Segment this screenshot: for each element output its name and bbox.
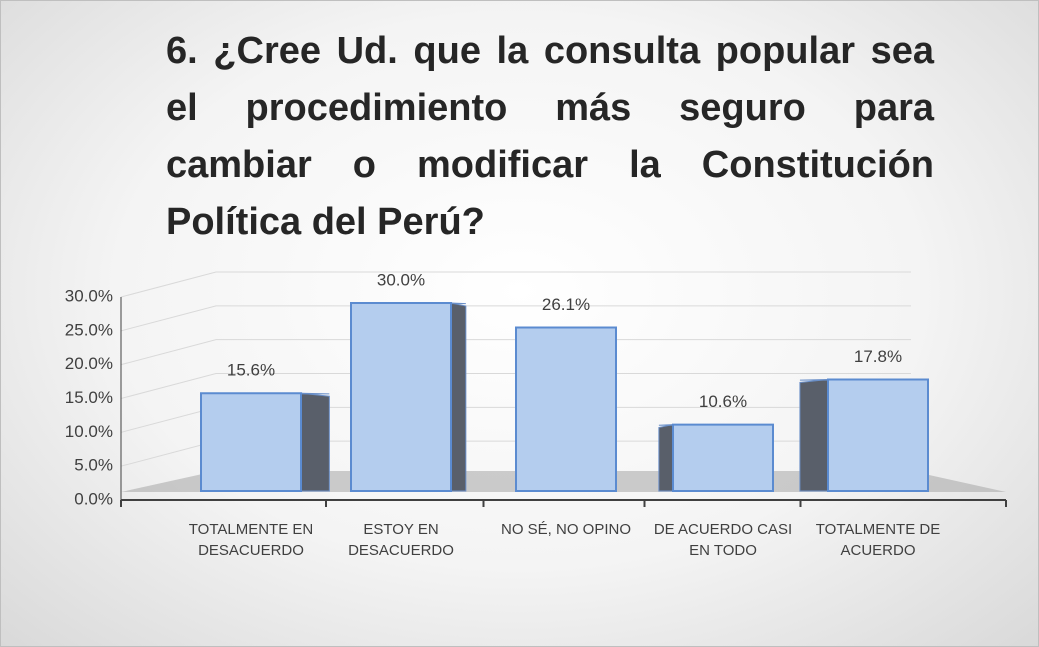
bar [658, 423, 774, 492]
y-tick-label: 25.0% [65, 320, 113, 339]
bar-front [672, 423, 774, 492]
bar-front [350, 302, 452, 492]
grid-line [120, 305, 911, 332]
x-tick-label: TOTALMENTE DE ACUERDO [815, 521, 941, 559]
bar [799, 378, 929, 492]
bar-side [799, 378, 829, 492]
value-label: 30.0% [377, 270, 425, 289]
bar-front [515, 326, 617, 492]
grid-line [120, 373, 911, 399]
bar-side [300, 392, 330, 492]
x-tick-label: TOTALMENTE EN DESACUERDO [188, 521, 314, 559]
bar-side [658, 423, 674, 492]
y-tick-label: 5.0% [74, 456, 113, 475]
value-label: 10.6% [699, 392, 747, 411]
x-tick-label: NO SÉ, NO OPINO [500, 521, 632, 538]
x-tick-label: DE ACUERDO CASI EN TODO [653, 521, 793, 559]
y-tick-label: 0.0% [74, 489, 113, 508]
grid-line [120, 339, 911, 366]
y-tick-label: 20.0% [65, 354, 113, 373]
bar [350, 302, 467, 492]
bar-front [200, 392, 302, 492]
y-tick-label: 30.0% [65, 286, 113, 305]
y-tick-label: 15.0% [65, 388, 113, 407]
x-tick-label: ESTOY EN DESACUERDO [348, 521, 454, 559]
bar [200, 392, 330, 492]
bar [515, 326, 617, 492]
value-label: 17.8% [854, 347, 902, 366]
value-label: 15.6% [227, 361, 275, 380]
value-label: 26.1% [542, 295, 590, 314]
bar-side [450, 302, 467, 492]
bar-front [827, 378, 929, 492]
y-tick-label: 10.0% [65, 422, 113, 441]
chart-title: 6. ¿Cree Ud. que la consulta popular sea… [166, 30, 934, 243]
grid-line [120, 271, 911, 298]
